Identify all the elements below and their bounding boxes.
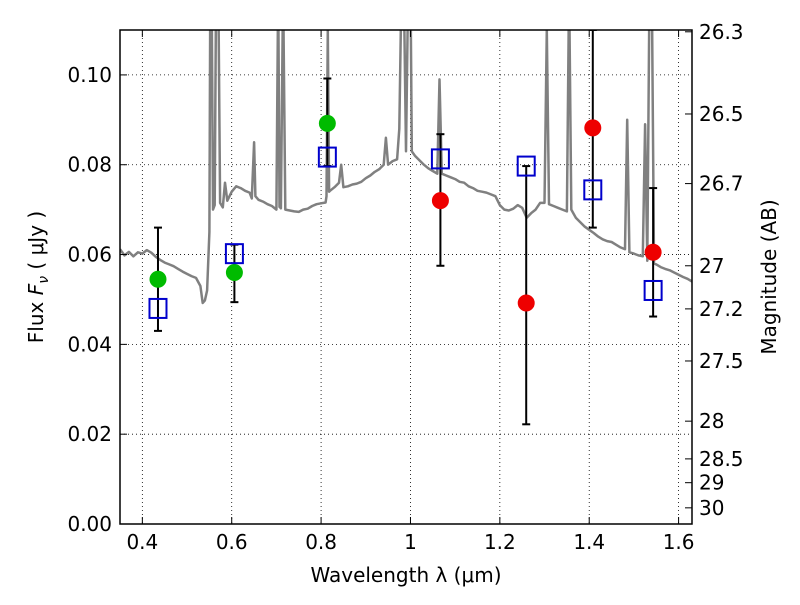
model-flux-marker: [224, 243, 244, 265]
y2-tick-label: 28: [699, 409, 724, 433]
model-flux-marker: [583, 179, 603, 201]
photometry-point: [318, 114, 336, 132]
y-tick-label: 0.06: [67, 243, 112, 267]
photometry-point: [517, 294, 535, 312]
model-flux-marker: [148, 297, 168, 319]
y-axis-label-unit: ( μJy ): [24, 211, 48, 276]
y2-tick-label: 27: [699, 254, 724, 278]
y2-axis-label: Magnitude (AB): [757, 199, 781, 354]
y2-tick-label: 27.2: [699, 297, 744, 321]
x-tick-label: 0.8: [305, 530, 337, 554]
y-tick-label: 0.10: [67, 63, 112, 87]
model-flux-marker: [430, 148, 450, 170]
x-tick-label: 0.4: [126, 530, 158, 554]
x-tick-label: 0.6: [216, 530, 248, 554]
x-axis-label: Wavelength λ (μm): [310, 563, 501, 587]
model-flux-marker: [643, 279, 663, 301]
y-tick-label: 0.04: [67, 332, 112, 356]
y2-tick-label: 29: [699, 471, 724, 495]
x-tick-label: 1.6: [663, 530, 695, 554]
photometry-point: [584, 119, 602, 137]
y2-tick-label: 28.5: [699, 447, 744, 471]
model-spectrum: [120, 30, 692, 305]
photometry-point: [225, 264, 243, 282]
grid: [120, 30, 692, 524]
model-flux-marker: [516, 155, 536, 177]
axis-ticks: 0.4 0.6 0.8 1 1.2 1.4 1.6 0.00 0.02 0.04 0.06 0.08 0…: [67, 20, 743, 554]
y2-tick-label: 30: [699, 496, 724, 520]
photometry-point: [149, 270, 167, 288]
x-tick-label: 1.2: [484, 530, 516, 554]
y-tick-label: 0.00: [67, 512, 112, 536]
plot-frame: [119, 29, 693, 525]
model-flux-marker: [317, 146, 337, 168]
photometry-point: [431, 192, 449, 210]
y-axis-label-symbol: F: [24, 283, 48, 295]
y2-tick-label: 26.7: [699, 172, 744, 196]
data-markers: [148, 114, 663, 319]
x-tick-label: 1.4: [573, 530, 605, 554]
model-spectrum-line: [120, 30, 692, 305]
y-axis-label-subscript: ν: [36, 276, 52, 284]
y-axis-label-prefix: Flux: [24, 295, 48, 343]
y-axis-label: Flux Fν ( μJy ): [24, 211, 52, 343]
x-tick-label: 1: [404, 530, 417, 554]
photometry-point: [644, 243, 662, 261]
y-tick-label: 0.08: [67, 153, 112, 177]
y2-tick-label: 26.5: [699, 102, 744, 126]
y2-tick-label: 27.5: [699, 349, 744, 373]
y-tick-label: 0.02: [67, 422, 112, 446]
y2-tick-label: 26.3: [699, 20, 744, 44]
